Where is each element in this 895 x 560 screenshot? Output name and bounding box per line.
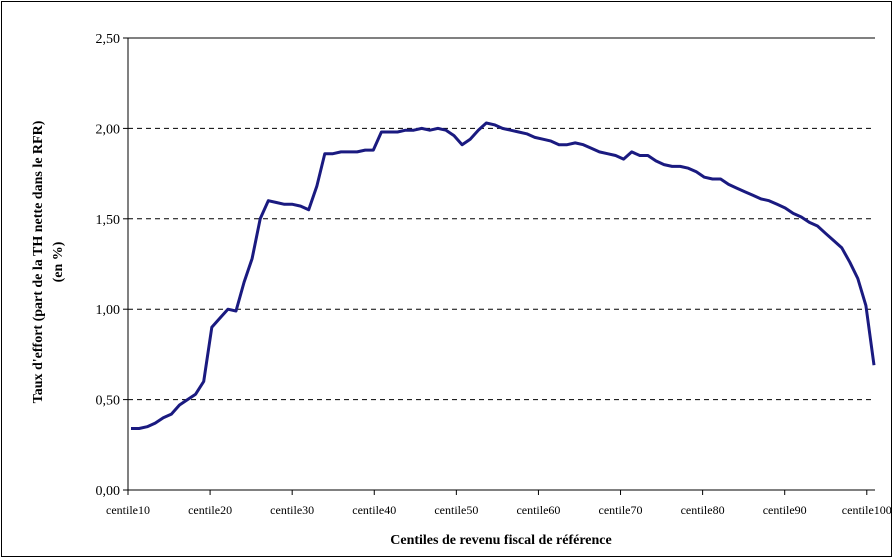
x-axis-ticks: centile10 centile20 centile30 centile40 cent… xyxy=(106,490,892,517)
x-axis-title: Centiles de revenu fiscal de référence xyxy=(390,533,611,548)
y-tick-label: 1,00 xyxy=(96,303,121,318)
x-tick-label: centile10 xyxy=(106,503,150,517)
y-tick-label: 0,00 xyxy=(96,484,121,499)
x-tick-label: centile60 xyxy=(516,503,560,517)
x-tick-label: centile30 xyxy=(270,503,314,517)
y-tick-label: 1,50 xyxy=(96,213,121,228)
x-tick-label: centile100 xyxy=(842,503,892,517)
series-line xyxy=(131,121,876,430)
gridlines xyxy=(128,37,875,401)
series-group xyxy=(131,121,876,430)
x-tick-label: centile90 xyxy=(763,503,807,517)
y-tick-label: 2,00 xyxy=(96,122,121,137)
x-tick-label: centile50 xyxy=(434,503,478,517)
x-tick-label: centile20 xyxy=(188,503,232,517)
y-axis-ticks: 0,00 0,50 1,00 1,50 2,00 2,50 xyxy=(96,32,128,499)
y-tick-label: 0,50 xyxy=(96,394,121,409)
x-tick-label: centile40 xyxy=(352,503,396,517)
y-axis-title-line1: Taux d'effort (part de la TH nette dans … xyxy=(31,120,46,403)
y-tick-label: 2,50 xyxy=(96,32,121,47)
x-tick-label: centile70 xyxy=(599,503,643,517)
y-axis-title-line2: (en %) xyxy=(51,241,66,282)
x-tick-label: centile80 xyxy=(681,503,725,517)
